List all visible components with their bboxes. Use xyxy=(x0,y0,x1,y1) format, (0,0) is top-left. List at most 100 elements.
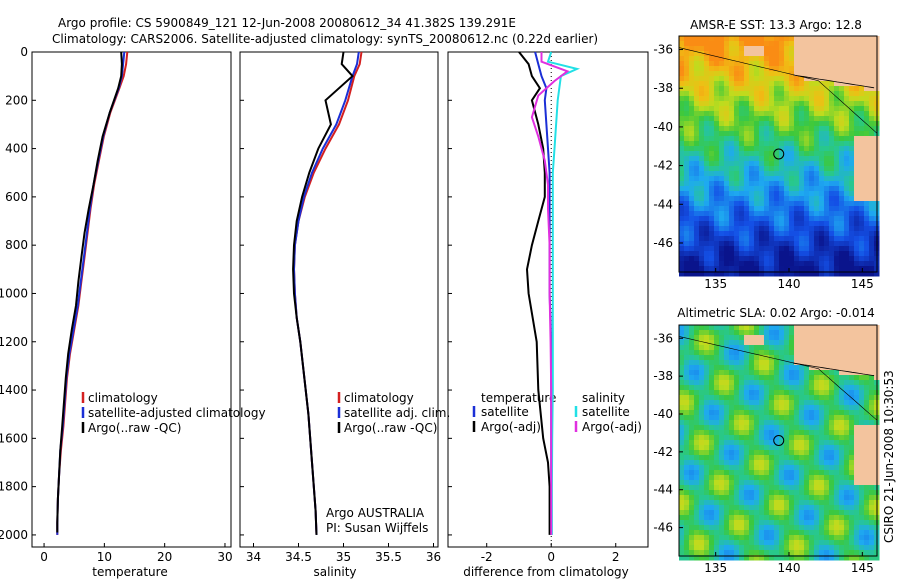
map-cell xyxy=(819,256,825,262)
map-cell xyxy=(709,46,715,52)
map-cell xyxy=(799,410,805,416)
map-cell xyxy=(734,266,740,272)
map-cell xyxy=(739,515,745,521)
map-cell xyxy=(844,430,850,436)
map-cell xyxy=(784,430,790,436)
map-cell xyxy=(849,365,855,371)
map-cell xyxy=(829,101,835,107)
map-cell xyxy=(869,191,875,197)
map-cell xyxy=(729,380,735,386)
map-cell xyxy=(824,161,830,167)
map-cell xyxy=(869,246,875,252)
map-cell xyxy=(854,101,860,107)
map-cell xyxy=(864,111,870,117)
map-cell xyxy=(719,241,725,247)
map-cell xyxy=(849,36,855,42)
map-cell xyxy=(719,505,725,511)
map-cell xyxy=(764,236,770,242)
map-cell xyxy=(804,261,810,267)
map-cell xyxy=(769,480,775,486)
map-cell xyxy=(714,380,720,386)
map-cell xyxy=(804,540,810,546)
map-cell xyxy=(864,241,870,247)
map-cell xyxy=(714,505,720,511)
map-cell xyxy=(724,485,730,491)
map-cell xyxy=(849,116,855,122)
map-cell xyxy=(849,545,855,551)
map-cell xyxy=(844,131,850,137)
map-cell xyxy=(814,490,820,496)
map-cell xyxy=(679,375,685,381)
map-cell xyxy=(709,36,715,42)
map-cell xyxy=(824,440,830,446)
map-cell xyxy=(859,261,865,267)
map-cell xyxy=(844,345,850,351)
map-cell xyxy=(729,266,735,272)
map-cell xyxy=(834,530,840,536)
map-cell xyxy=(744,151,750,157)
map-cell xyxy=(739,355,745,361)
map-cell xyxy=(849,530,855,536)
map-cell xyxy=(759,350,765,356)
map-cell xyxy=(839,445,845,451)
map-cell xyxy=(854,330,860,336)
map-cell xyxy=(774,141,780,147)
map-cell xyxy=(794,96,800,102)
map-cell xyxy=(764,375,770,381)
map-cell xyxy=(814,176,820,182)
map-cell xyxy=(799,555,805,561)
map-cell xyxy=(789,101,795,107)
map-cell xyxy=(754,36,760,42)
map-cell xyxy=(684,246,690,252)
map-cell xyxy=(814,535,820,541)
map-cell xyxy=(769,370,775,376)
map-cell xyxy=(779,121,785,127)
map-cell xyxy=(819,480,825,486)
map-cell xyxy=(749,410,755,416)
map-cell xyxy=(709,261,715,267)
map-cell xyxy=(744,196,750,202)
map-cell xyxy=(734,181,740,187)
map-cell xyxy=(754,86,760,92)
map-cell xyxy=(844,465,850,471)
map-cell xyxy=(754,176,760,182)
map-cell xyxy=(784,360,790,366)
map-cell xyxy=(834,56,840,62)
map-cell xyxy=(789,56,795,62)
map-cell xyxy=(839,71,845,77)
map-cell xyxy=(694,410,700,416)
map-cell xyxy=(709,206,715,212)
map-cell xyxy=(754,440,760,446)
map-cell xyxy=(799,241,805,247)
map-cell xyxy=(844,226,850,232)
map-cell xyxy=(839,390,845,396)
map-cell xyxy=(869,221,875,227)
map-cell xyxy=(679,96,685,102)
map-cell xyxy=(849,405,855,411)
map-cell xyxy=(809,370,815,376)
map-cell xyxy=(689,116,695,122)
map-cell xyxy=(849,101,855,107)
map-cell xyxy=(764,161,770,167)
map-cell xyxy=(744,236,750,242)
map-cell xyxy=(844,86,850,92)
map-cell xyxy=(829,116,835,122)
map-cell xyxy=(719,390,725,396)
map-cell xyxy=(719,266,725,272)
map-cell xyxy=(724,470,730,476)
map-cell xyxy=(844,111,850,117)
map-cell xyxy=(739,41,745,47)
map-cell xyxy=(854,435,860,441)
map-cell xyxy=(799,425,805,431)
map-cell xyxy=(774,96,780,102)
map-cell xyxy=(794,495,800,501)
map-cell xyxy=(714,495,720,501)
map-cell xyxy=(824,101,830,107)
x-tick-label: 35 xyxy=(336,550,351,564)
map-cell xyxy=(824,445,830,451)
map-cell xyxy=(764,485,770,491)
map-cell xyxy=(819,231,825,237)
map-cell xyxy=(744,51,750,57)
map-cell xyxy=(794,420,800,426)
map-cell xyxy=(764,271,770,277)
